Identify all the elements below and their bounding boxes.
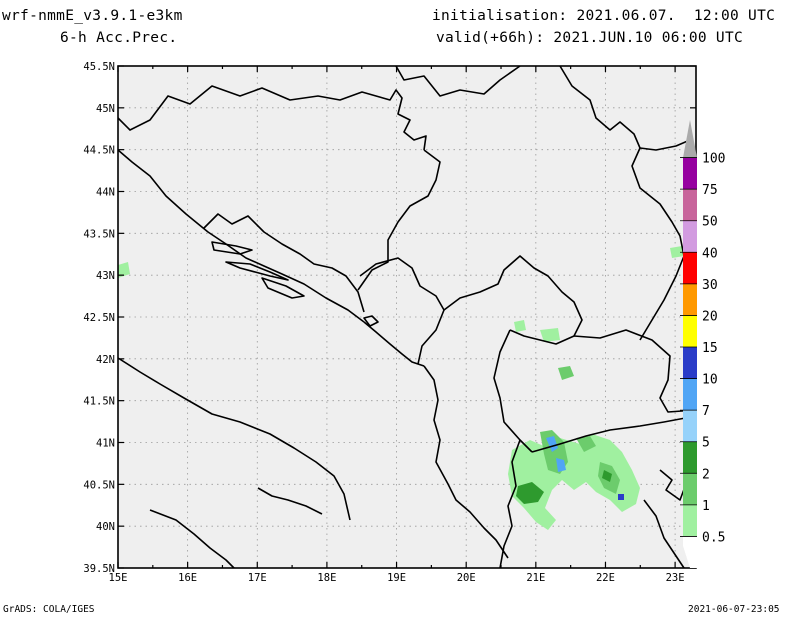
precip-patch xyxy=(546,436,558,452)
serbia-north-border xyxy=(395,65,521,97)
precip-patch xyxy=(618,494,624,500)
colorbar-segment xyxy=(683,252,697,284)
kosovo-border xyxy=(443,255,583,345)
model-title: wrf-nmmE_v3.9.1-e3km xyxy=(2,8,183,24)
lat-tick-label: 40.5N xyxy=(83,479,115,491)
macedonia-border xyxy=(573,329,697,413)
colorbar-label: 1 xyxy=(702,499,710,514)
lat-tick-label: 45N xyxy=(96,103,115,115)
lat-tick-label: 41N xyxy=(96,438,115,450)
lat-tick-label: 41.5N xyxy=(83,396,115,408)
lat-tick-label: 43N xyxy=(96,270,115,282)
lon-tick-label: 16E xyxy=(178,572,197,584)
bosnia-south-border xyxy=(203,213,365,313)
colorbar-segment xyxy=(683,220,697,253)
montenegro-border xyxy=(359,257,445,365)
colorbar-label: 2 xyxy=(702,467,710,482)
lon-tick-label: 19E xyxy=(387,572,406,584)
lon-tick-label: 23E xyxy=(666,572,685,584)
colorbar-segment xyxy=(683,473,697,505)
italy-coast-1 xyxy=(117,357,351,521)
lon-tick-label: 20E xyxy=(457,572,476,584)
colorbar-label: 7 xyxy=(702,404,710,419)
lat-tick-label: 42.5N xyxy=(83,312,115,324)
colorbar-segment xyxy=(683,410,697,442)
precip-patch xyxy=(516,482,544,504)
serbia-east-border xyxy=(559,65,685,341)
greece-west-coast xyxy=(499,439,521,569)
lat-tick-label: 43.5N xyxy=(83,228,115,240)
greece-north-border xyxy=(531,415,697,453)
serbia-bosnia-border xyxy=(357,149,441,291)
lon-tick-label: 21E xyxy=(526,572,545,584)
colorbar xyxy=(680,120,697,568)
latitude-labels: 39.5N 40N 40.5N 41N 41.5N 42N 42.5N 43N 43.5N 44N… xyxy=(83,61,115,575)
longitude-labels: 15E 16E 17E 18E 19E 20E 21E 22E 23E xyxy=(109,572,685,584)
colorbar-segment xyxy=(683,347,697,379)
lat-tick-label: 45.5N xyxy=(83,61,115,73)
colorbar-label: 5 xyxy=(702,436,710,451)
lon-tick-label: 18E xyxy=(317,572,336,584)
croatia-bosnia-border xyxy=(117,85,427,151)
colorbar-label: 40 xyxy=(702,246,718,261)
islands-1 xyxy=(211,241,253,255)
precipitation-patches xyxy=(118,246,684,530)
colorbar-segment xyxy=(683,378,697,411)
colorbar-label: 50 xyxy=(702,215,718,230)
colorbar-segment xyxy=(683,504,697,537)
precip-patch xyxy=(670,246,684,258)
precip-patch xyxy=(556,458,566,472)
field-title: 6-h Acc.Prec. xyxy=(60,30,178,46)
precip-patch xyxy=(540,328,560,342)
adriatic-coast-north xyxy=(117,149,365,323)
precip-patch xyxy=(514,320,526,332)
valid-time: valid(+66h): 2021.JUN.10 06:00 UTC xyxy=(436,30,744,46)
colorbar-segment xyxy=(683,283,697,316)
lat-tick-label: 44.5N xyxy=(83,145,115,157)
aegean-coast xyxy=(643,499,685,569)
bulgaria-border xyxy=(639,139,691,151)
colorbar-label: 10 xyxy=(702,373,718,388)
colorbar-segment xyxy=(683,536,697,568)
lon-tick-label: 22E xyxy=(596,572,615,584)
montenegro-coast xyxy=(363,321,425,367)
precip-patch xyxy=(118,262,130,278)
islands-3 xyxy=(261,277,305,299)
aegean-islands xyxy=(659,469,687,501)
lon-tick-label: 15E xyxy=(109,572,128,584)
precip-patch xyxy=(558,366,574,380)
colorbar-label: 15 xyxy=(702,341,718,356)
precip-patch xyxy=(602,470,612,482)
colorbar-segment xyxy=(683,157,697,190)
lat-tick-label: 44N xyxy=(96,187,115,199)
coastlines-borders xyxy=(117,65,697,569)
albania-coast xyxy=(423,365,509,559)
lat-tick-label: 40N xyxy=(96,521,115,533)
init-time: initialisation: 2021.06.07. 12:00 UTC xyxy=(432,8,776,24)
precip-patch xyxy=(576,436,596,452)
lat-tick-label: 42N xyxy=(96,354,115,366)
colorbar-label: 20 xyxy=(702,309,718,324)
lat-tick-label: 39.5N xyxy=(83,563,115,575)
colorbar-label: 100 xyxy=(702,152,725,167)
grads-credit: GrADS: COLA/IGES xyxy=(3,604,95,615)
islands-2 xyxy=(225,261,289,281)
italy-gulf xyxy=(149,509,235,569)
colorbar-segment xyxy=(683,120,697,158)
colorbar-label: 0.5 xyxy=(702,530,725,545)
island-bay xyxy=(363,315,379,327)
colorbar-segment xyxy=(683,441,697,474)
colorbar-segment xyxy=(683,315,697,347)
render-timestamp: 2021-06-07-23:05 xyxy=(688,604,780,615)
colorbar-segment xyxy=(683,189,697,221)
colorbar-label: 30 xyxy=(702,278,718,293)
italy-coast-2 xyxy=(257,487,323,515)
precip-patch xyxy=(508,434,640,530)
colorbar-labels: 0.5 1 2 5 7 10 15 20 30 40 50 75 100 xyxy=(702,152,725,546)
lon-tick-label: 17E xyxy=(248,572,267,584)
colorbar-label: 75 xyxy=(702,183,718,198)
gridlines xyxy=(118,66,696,568)
